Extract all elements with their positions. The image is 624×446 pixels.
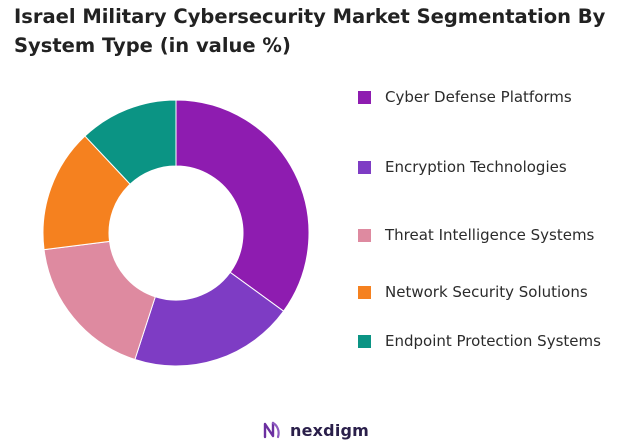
legend-swatch (358, 160, 371, 174)
legend-item: Endpoint Protection Systems (358, 331, 601, 351)
donut-slice-cyber-defense-platforms (175, 99, 310, 312)
legend-swatch (358, 285, 371, 299)
legend-label: Network Security Solutions (385, 283, 588, 301)
legend-item: Threat Intelligence Systems (358, 225, 594, 245)
legend-swatch (358, 90, 371, 104)
legend-swatch (358, 228, 371, 242)
donut-slice-encryption-technologies (134, 271, 285, 367)
legend-label: Threat Intelligence Systems (385, 226, 595, 244)
brand-name: nexdigm (290, 420, 370, 440)
donut-slice-threat-intelligence-systems (43, 240, 156, 361)
chart-title: Israel Military Cybersecurity Market Seg… (14, 5, 606, 57)
donut-slice-endpoint-protection-systems (84, 99, 177, 185)
legend-item: Cyber Defense Platforms (358, 87, 572, 107)
legend-swatch (358, 334, 371, 348)
legend-label: Cyber Defense Platforms (385, 88, 572, 106)
legend-label: Encryption Technologies (385, 158, 567, 176)
legend-item: Encryption Technologies (358, 157, 567, 177)
brand-footer: nexdigm (262, 417, 369, 443)
legend-label: Endpoint Protection Systems (385, 332, 601, 350)
nexdigm-logo-icon (263, 421, 280, 439)
legend-item: Network Security Solutions (358, 282, 588, 302)
